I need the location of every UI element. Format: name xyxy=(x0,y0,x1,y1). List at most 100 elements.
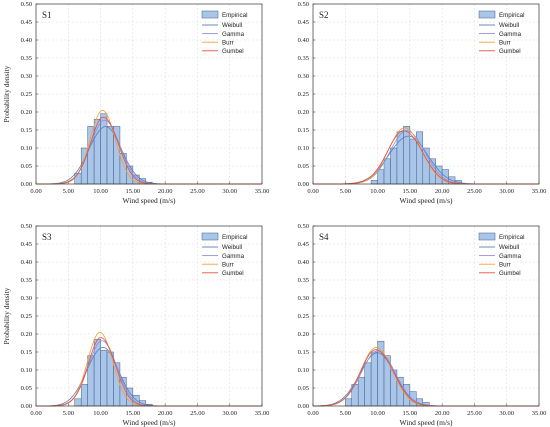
histogram-bar xyxy=(370,180,378,185)
y-tick-label: 0.45 xyxy=(298,19,309,26)
x-tick-label: 25.00 xyxy=(190,188,205,195)
legend-swatch-empirical xyxy=(478,232,496,241)
y-tick-label: 0.20 xyxy=(21,331,32,338)
plot-frame xyxy=(35,225,263,407)
x-tick-label: 0.00 xyxy=(307,188,318,195)
curve-gamma xyxy=(312,350,539,407)
curve-gamma xyxy=(36,340,262,407)
histogram-bar xyxy=(396,131,404,185)
x-tick-label: 15.00 xyxy=(403,188,418,195)
y-tick-label: 0.40 xyxy=(298,37,309,44)
legend-label-weibull: Weibull xyxy=(222,22,242,29)
histogram-bar xyxy=(390,147,398,185)
chart-panel-2: 0.00 0.05 0.10 0.15 0.20 0.25 0.30 0.35 0.40 0.45… xyxy=(298,1,547,205)
x-tick-label: 5.00 xyxy=(340,410,351,417)
x-tick-label: 15.00 xyxy=(403,410,418,417)
y-tick-label: 0.35 xyxy=(21,277,32,284)
y-tick-label: 0.15 xyxy=(21,127,32,134)
legend-label-empirical: Empirical xyxy=(222,234,247,241)
histogram-bar xyxy=(409,138,417,185)
histogram-bar xyxy=(100,349,108,407)
x-tick-label: 35.00 xyxy=(532,188,547,195)
x-tick-label: 10.00 xyxy=(370,410,385,417)
legend-swatch-empirical xyxy=(201,10,219,19)
chart-panel-3: 0.00 0.05 0.10 0.15 0.20 0.25 0.30 0.35 0.40 0.45… xyxy=(2,223,269,427)
x-tick-label: 10.00 xyxy=(93,188,108,195)
legend-label-burr: Burr xyxy=(222,39,234,46)
x-axis-label: Wind speed (m/s) xyxy=(399,418,453,427)
y-tick-label: 0.25 xyxy=(21,313,32,320)
x-axis-label: Wind speed (m/s) xyxy=(399,196,453,205)
legend-label-empirical: Empirical xyxy=(499,12,524,19)
x-axis-label: Wind speed (m/s) xyxy=(122,418,176,427)
legend-label-gumbel: Gumbel xyxy=(499,270,521,277)
y-tick-label: 0.30 xyxy=(298,295,309,302)
x-tick-label: 15.00 xyxy=(126,410,141,417)
y-tick-label: 0.45 xyxy=(21,241,32,248)
plot-frame xyxy=(312,3,540,185)
curve-gumbel xyxy=(36,337,262,407)
histogram-bar xyxy=(377,169,385,185)
curve-weibull xyxy=(36,126,262,185)
x-tick-label: 20.00 xyxy=(435,188,450,195)
legend-label-gamma: Gamma xyxy=(499,253,522,260)
histogram-bar xyxy=(106,126,114,185)
legend-label-burr: Burr xyxy=(222,261,234,268)
x-tick-label: 25.00 xyxy=(467,188,482,195)
y-tick-label: 0.00 xyxy=(21,181,32,188)
y-tick-label: 0.10 xyxy=(298,367,309,374)
x-tick-label: 30.00 xyxy=(499,410,514,417)
x-tick-label: 30.00 xyxy=(499,188,514,195)
legend-label-gamma: Gamma xyxy=(222,253,245,260)
y-tick-label: 0.35 xyxy=(298,277,309,284)
y-tick-label: 0.30 xyxy=(21,73,32,80)
histogram-bar xyxy=(80,384,88,407)
histogram-bar xyxy=(383,158,391,185)
chart-panel-1: 0.00 0.05 0.10 0.15 0.20 0.25 0.30 0.35 0.40 0.45… xyxy=(2,1,269,205)
y-tick-label: 0.40 xyxy=(21,37,32,44)
y-tick-label: 0.20 xyxy=(21,109,32,116)
x-tick-label: 10.00 xyxy=(370,188,385,195)
y-tick-label: 0.00 xyxy=(298,403,309,410)
y-tick-label: 0.50 xyxy=(298,223,309,230)
histogram-bar xyxy=(383,355,391,407)
x-tick-label: 15.00 xyxy=(126,188,141,195)
legend-label-empirical: Empirical xyxy=(499,234,524,241)
x-tick-label: 35.00 xyxy=(532,410,547,417)
curve-gumbel xyxy=(36,116,262,185)
x-tick-label: 5.00 xyxy=(63,410,74,417)
y-tick-label: 0.35 xyxy=(298,55,309,62)
y-tick-label: 0.05 xyxy=(21,385,32,392)
y-tick-label: 0.45 xyxy=(21,19,32,26)
x-tick-label: 10.00 xyxy=(93,410,108,417)
x-tick-label: 30.00 xyxy=(222,410,237,417)
legend-label-burr: Burr xyxy=(499,39,511,46)
y-tick-label: 0.25 xyxy=(298,91,309,98)
legend-label-empirical: Empirical xyxy=(222,12,247,19)
y-tick-label: 0.25 xyxy=(298,313,309,320)
y-tick-label: 0.00 xyxy=(298,181,309,188)
y-tick-label: 0.50 xyxy=(298,1,309,8)
y-tick-label: 0.30 xyxy=(298,73,309,80)
x-tick-label: 30.00 xyxy=(222,188,237,195)
panel-label: S1 xyxy=(42,10,52,20)
histogram-bar xyxy=(364,362,372,407)
chart-panel-4: 0.00 0.05 0.10 0.15 0.20 0.25 0.30 0.35 0.40 0.45… xyxy=(298,223,547,427)
histogram-bar xyxy=(100,113,108,185)
x-tick-label: 35.00 xyxy=(255,188,270,195)
curve-burr xyxy=(36,109,262,185)
y-tick-label: 0.05 xyxy=(298,385,309,392)
x-tick-label: 25.00 xyxy=(190,410,205,417)
legend-label-gamma: Gamma xyxy=(499,31,522,38)
histogram-bar xyxy=(345,398,352,407)
x-axis-label: Wind speed (m/s) xyxy=(122,196,176,205)
legend-label-gumbel: Gumbel xyxy=(222,270,244,277)
y-tick-label: 0.15 xyxy=(298,127,309,134)
plot-frame xyxy=(312,225,540,407)
y-tick-label: 0.05 xyxy=(298,163,309,170)
x-tick-label: 0.00 xyxy=(30,410,41,417)
y-axis-label: Probability density xyxy=(2,65,11,122)
